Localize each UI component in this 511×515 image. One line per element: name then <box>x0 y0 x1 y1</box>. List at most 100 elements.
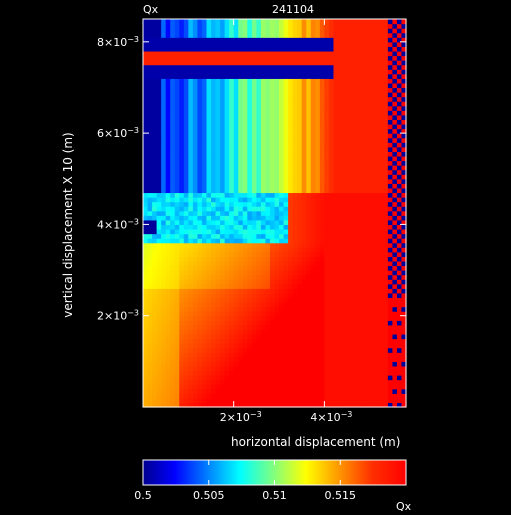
heatmap-cell <box>306 133 312 139</box>
heatmap-cell <box>265 119 271 125</box>
heatmap-cell <box>283 19 289 25</box>
heatmap-cell <box>211 192 217 198</box>
heatmap-cell <box>197 256 203 262</box>
heatmap-cell <box>147 146 153 152</box>
heatmap-cell <box>147 137 153 143</box>
heatmap-cell <box>174 279 180 285</box>
heatmap-cell <box>392 402 398 408</box>
heatmap-cell <box>324 379 330 385</box>
heatmap-cell <box>324 37 330 43</box>
heatmap-cell <box>215 356 221 362</box>
heatmap-cell <box>224 96 230 102</box>
heatmap-cell <box>192 41 199 47</box>
heatmap-cell <box>378 178 384 184</box>
heatmap-cell <box>265 365 271 372</box>
heatmap-cell <box>188 160 194 166</box>
heatmap-cell <box>297 178 303 184</box>
heatmap-cell <box>224 302 230 308</box>
heatmap-cell <box>374 393 380 399</box>
heatmap-cell <box>315 178 321 184</box>
heatmap-cell <box>401 361 407 367</box>
heatmap-cell <box>328 365 335 372</box>
heatmap-cell <box>328 69 335 75</box>
heatmap-cell <box>256 224 262 230</box>
heatmap-cell <box>392 46 398 52</box>
heatmap-cell <box>374 384 380 390</box>
heatmap-cell <box>174 137 180 143</box>
heatmap-cell <box>242 242 248 248</box>
heatmap-cell <box>192 393 199 399</box>
heatmap-cell <box>165 397 171 404</box>
heatmap-cell <box>260 279 267 285</box>
heatmap-cell <box>347 256 353 262</box>
heatmap-cell <box>328 370 335 376</box>
heatmap-cell <box>197 50 203 57</box>
heatmap-cell <box>201 92 208 98</box>
heatmap-cell <box>152 338 158 344</box>
heatmap-cell <box>306 55 312 61</box>
heatmap-cell <box>351 201 357 207</box>
heatmap-cell <box>351 174 357 180</box>
heatmap-cell <box>220 78 226 84</box>
heatmap-cell <box>315 238 321 244</box>
heatmap-cell <box>333 274 339 280</box>
heatmap-cell <box>315 183 321 189</box>
heatmap-cell <box>365 210 371 216</box>
heatmap-cell <box>378 119 384 125</box>
heatmap-cell <box>315 50 321 57</box>
heatmap-cell <box>342 370 348 376</box>
heatmap-cell <box>161 119 167 125</box>
heatmap-cell <box>292 23 298 29</box>
heatmap-cell <box>242 292 248 299</box>
heatmap-cell <box>215 187 221 194</box>
heatmap-cell <box>152 105 158 111</box>
heatmap-cell <box>369 123 375 130</box>
heatmap-cell <box>242 69 248 75</box>
heatmap-cell <box>192 110 199 116</box>
heatmap-cell <box>215 297 221 303</box>
heatmap-cell <box>156 238 162 244</box>
heatmap-cell <box>396 292 403 299</box>
heatmap-cell <box>238 37 244 43</box>
heatmap-cell <box>356 110 362 116</box>
heatmap-cell <box>328 23 335 29</box>
heatmap-cell <box>224 219 230 226</box>
heatmap-cell <box>279 233 285 239</box>
heatmap-cell <box>165 219 171 226</box>
heatmap-cell <box>170 50 176 57</box>
heatmap-cell <box>333 201 339 207</box>
heatmap-cell <box>220 397 226 404</box>
heatmap-cell <box>206 352 212 358</box>
heatmap-cell <box>179 210 185 216</box>
heatmap-cell <box>306 78 312 84</box>
heatmap-cell <box>369 311 375 317</box>
heatmap-cell <box>152 197 158 203</box>
heatmap-cell <box>297 397 303 404</box>
heatmap-cell <box>392 92 398 98</box>
heatmap-cell <box>324 260 330 267</box>
heatmap-cell <box>247 23 253 29</box>
heatmap-cell <box>328 233 335 239</box>
heatmap-cell <box>356 315 362 321</box>
heatmap-cell <box>161 265 167 271</box>
heatmap-cell <box>396 169 403 175</box>
heatmap-cell <box>365 183 371 189</box>
heatmap-cell <box>356 397 362 404</box>
heatmap-cell <box>374 41 380 47</box>
heatmap-cell <box>337 228 344 235</box>
heatmap-cell <box>360 197 366 203</box>
heatmap-cell <box>247 270 253 276</box>
heatmap-cell <box>365 110 371 116</box>
heatmap-cell <box>288 270 294 276</box>
heatmap-cell <box>378 123 384 130</box>
heatmap-cell <box>310 32 316 38</box>
heatmap-cell <box>351 178 357 184</box>
heatmap-cell <box>369 151 375 157</box>
heatmap-cell <box>143 315 149 321</box>
heatmap-cell <box>288 46 294 52</box>
heatmap-cell <box>152 60 158 66</box>
heatmap-cell <box>356 151 362 157</box>
heatmap-cell <box>383 270 389 276</box>
heatmap-cell <box>256 388 262 394</box>
heatmap-cell <box>179 333 185 340</box>
